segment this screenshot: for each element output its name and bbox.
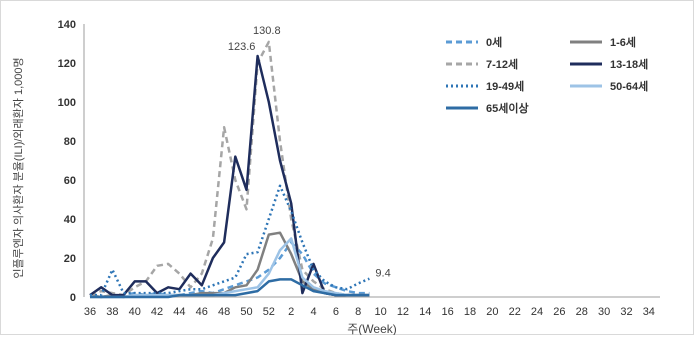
x-tick-label: 10: [374, 306, 386, 318]
series-line: [89, 54, 370, 297]
y-tick-label: 120: [58, 58, 76, 70]
y-tick-label: 140: [58, 19, 76, 31]
y-tick-label: 80: [64, 136, 76, 148]
x-tick-label: 44: [173, 306, 185, 318]
x-tick-label: 26: [553, 306, 565, 318]
y-tick-label: 20: [64, 253, 76, 265]
legend: 0세 1-6세 7-12세 13-18세 19-49세 50-64세 65세이상: [446, 35, 648, 115]
legend-label: 65세이상: [486, 101, 529, 115]
x-tick-label: 12: [397, 306, 409, 318]
data-annotation: 123.6: [228, 41, 256, 53]
y-axis-label: 인플루엔자 의사환자 분율(ILI)/외래환자 1,000명: [12, 57, 25, 278]
x-tick-label: 36: [84, 306, 96, 318]
legend-label: 50-64세: [610, 79, 648, 93]
x-tick-label: 8: [355, 306, 361, 318]
y-tick-label: 60: [64, 175, 76, 187]
legend-label: 19-49세: [486, 79, 524, 93]
axes: [83, 24, 660, 298]
x-tick-label: 38: [106, 306, 118, 318]
x-tick-label: 20: [486, 306, 498, 318]
data-annotation: 130.8: [253, 25, 281, 37]
series-line: [90, 184, 370, 297]
series-line: [90, 278, 370, 299]
data-annotations: 130.8 123.6 9.4: [228, 25, 391, 280]
data-annotation: 9.4: [375, 268, 390, 280]
legend-label: 13-18세: [610, 57, 648, 71]
x-tick-label: 14: [419, 306, 431, 318]
series-line: [89, 241, 370, 299]
y-tick-label: 100: [58, 97, 76, 109]
x-tick-label: 18: [464, 306, 476, 318]
x-tick-label: 2: [288, 306, 294, 318]
x-tick-label: 46: [196, 306, 208, 318]
series-line: [90, 237, 370, 299]
x-tick-label: 28: [576, 306, 588, 318]
x-tick-labels: 36 38 40 42 44 46 48 50 52 2 4 6 8 10 12 14 16 18 20 22 24 26…: [84, 306, 655, 318]
y-tick-label: 0: [70, 292, 76, 304]
legend-label: 7-12세: [486, 57, 518, 71]
series-lines: [89, 40, 370, 299]
x-tick-label: 30: [598, 306, 610, 318]
y-tick-label: 40: [64, 214, 76, 226]
legend-label: 0세: [486, 35, 502, 49]
x-tick-label: 24: [531, 306, 543, 318]
x-axis-label: 주(Week): [347, 322, 397, 335]
x-tick-label: 4: [310, 306, 316, 318]
x-tick-label: 48: [218, 306, 230, 318]
x-tick-label: 16: [442, 306, 454, 318]
x-tick-label: 52: [263, 306, 275, 318]
x-tick-label: 22: [509, 306, 521, 318]
x-tick-label: 50: [240, 306, 252, 318]
x-tick-label: 40: [129, 306, 141, 318]
legend-label: 1-6세: [610, 35, 636, 49]
x-tick-label: 34: [643, 306, 655, 318]
y-tick-labels: 0 20 40 60 80 100 120 140: [58, 19, 76, 304]
x-tick-label: 6: [333, 306, 339, 318]
x-tick-label: 42: [151, 306, 163, 318]
x-tick-label: 32: [620, 306, 632, 318]
